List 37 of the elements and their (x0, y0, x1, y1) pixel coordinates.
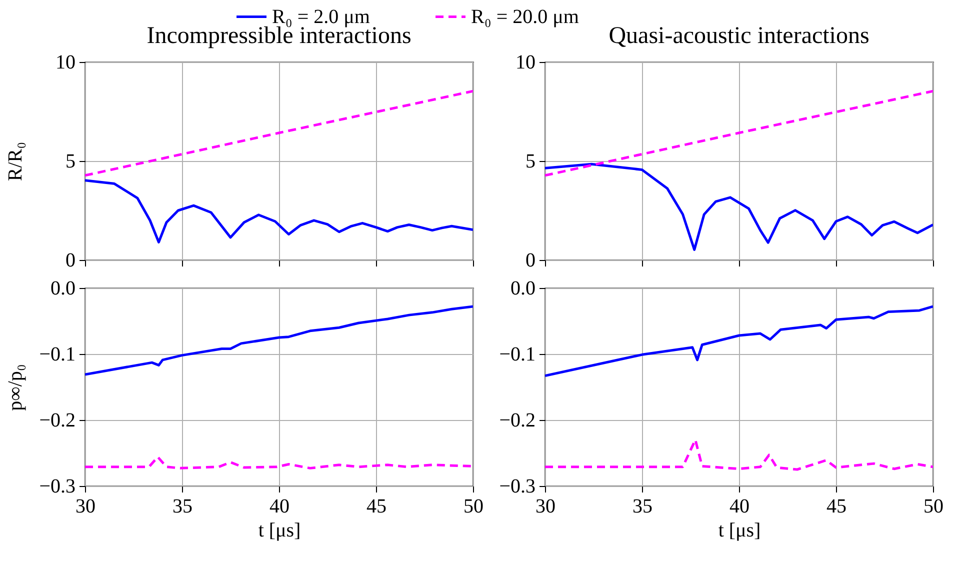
y-tick-label: 10 (516, 52, 536, 74)
y-tick-label: 5 (526, 150, 536, 172)
x-tick-label: 50 (924, 496, 944, 518)
x-tick-label: 30 (76, 496, 96, 518)
x-tick-label: 35 (632, 496, 652, 518)
y-tick-label: 10 (56, 52, 76, 74)
x-tick-label: 40 (270, 496, 290, 518)
x-axis-title: t [μs] (718, 520, 761, 542)
line-series (545, 162, 933, 251)
y-axis-title: p∞/p₀ (4, 364, 26, 411)
y-tick-label: 0.0 (50, 278, 76, 300)
line-series (545, 438, 933, 471)
x-tick-label: 30 (536, 496, 556, 518)
x-tick-label: 35 (172, 496, 192, 518)
y-tick-label: −0.1 (39, 344, 76, 366)
x-tick-label: 50 (464, 496, 484, 518)
y-tick-label: −0.3 (499, 476, 536, 498)
y-tick-label: −0.1 (499, 344, 536, 366)
x-axis-title: t [μs] (258, 520, 301, 542)
legend-label: R₀ = 20.0 μm (471, 6, 580, 28)
x-tick-label: 45 (366, 496, 386, 518)
chart-title: Quasi-acoustic interactions (608, 23, 870, 49)
x-tick-label: 45 (826, 496, 846, 518)
line-series (85, 305, 473, 376)
line-series (85, 179, 473, 244)
line-series (545, 305, 933, 378)
y-axis-title: R/R₀ (4, 142, 26, 182)
y-tick-label: 5 (66, 150, 76, 172)
line-series (85, 456, 473, 470)
y-tick-label: 0 (526, 250, 536, 272)
y-tick-label: 0.0 (510, 278, 536, 300)
y-tick-label: −0.3 (39, 476, 76, 498)
y-tick-label: −0.2 (499, 410, 536, 432)
y-tick-label: 0 (66, 250, 76, 272)
legend-label: R₀ = 2.0 μm (272, 6, 370, 28)
y-tick-label: −0.2 (39, 410, 76, 432)
x-tick-label: 40 (730, 496, 750, 518)
